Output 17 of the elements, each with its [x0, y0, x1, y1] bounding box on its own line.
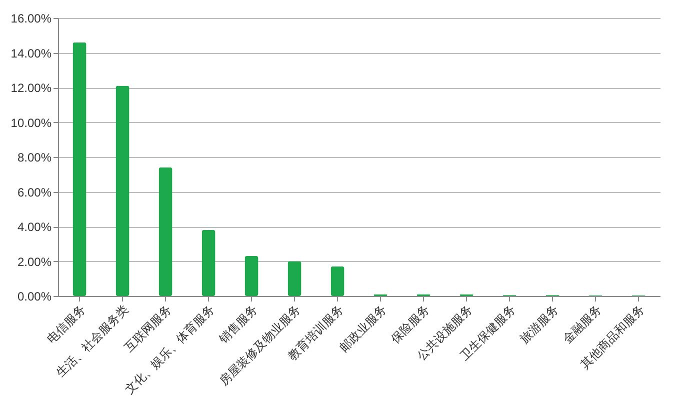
- bar: [116, 86, 130, 296]
- bar: [330, 266, 344, 296]
- y-tick-label: 16.00%: [10, 12, 52, 26]
- bar: [158, 167, 172, 296]
- y-tick-label: 14.00%: [10, 46, 52, 60]
- bar: [72, 42, 86, 296]
- x-tick-label: 旅游服务: [517, 302, 561, 346]
- y-tick-label: 4.00%: [17, 220, 52, 234]
- y-tick-label: 2.00%: [17, 254, 52, 269]
- bar: [244, 256, 258, 296]
- bar: [288, 261, 302, 296]
- y-tick-label: 10.00%: [10, 116, 52, 130]
- y-tick-label: 6.00%: [17, 185, 52, 200]
- y-tick-label: 0.00%: [17, 290, 52, 304]
- bar: [202, 230, 216, 296]
- y-tick-label: 8.00%: [17, 150, 52, 164]
- y-tick-label: 12.00%: [10, 81, 52, 95]
